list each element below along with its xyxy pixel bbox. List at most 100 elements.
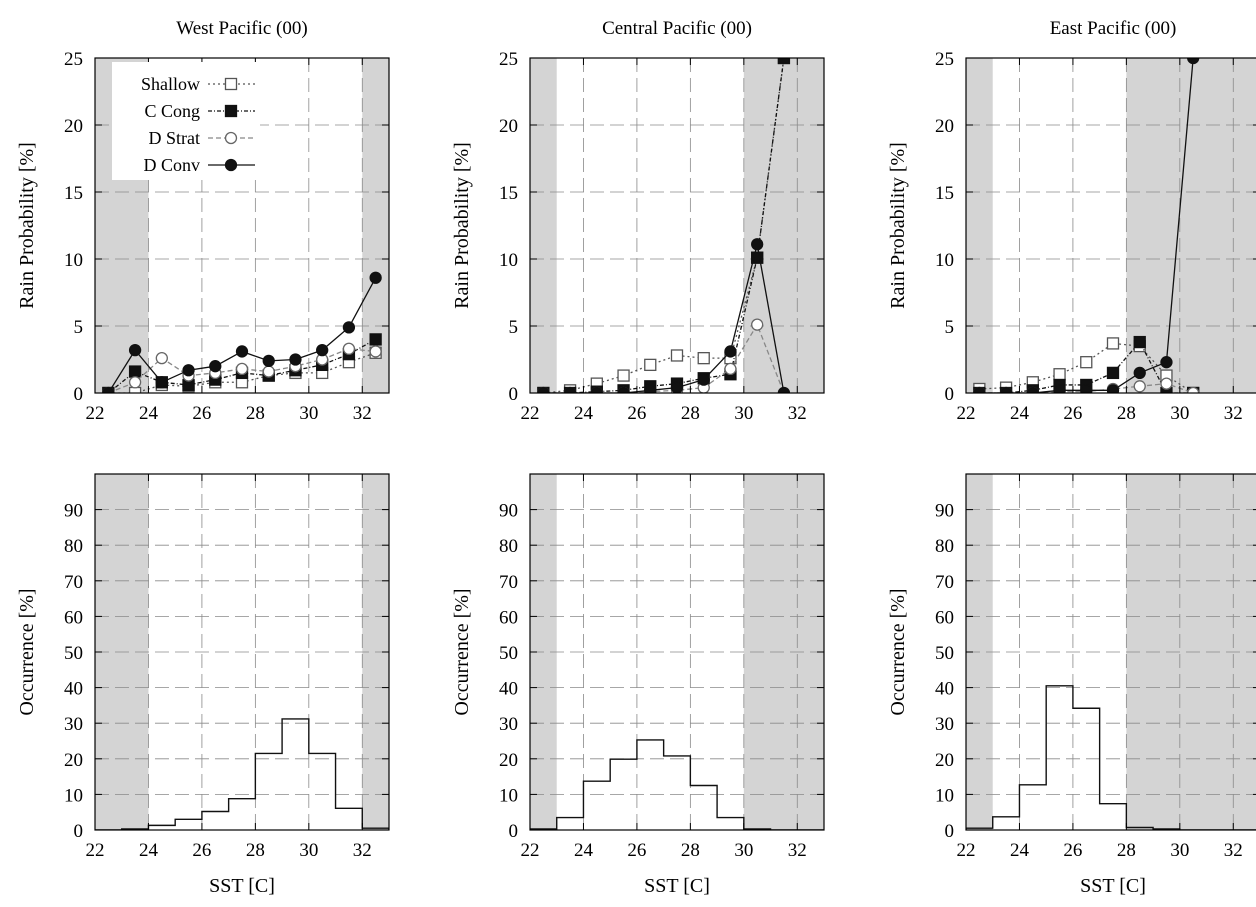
histogram-bar	[229, 799, 256, 830]
histogram-bar	[202, 811, 229, 830]
y-tick-label: 60	[935, 607, 954, 628]
data-point	[724, 345, 737, 358]
y-tick-label: 70	[935, 572, 954, 593]
y-tick-label: 50	[64, 643, 83, 664]
data-point	[155, 352, 168, 365]
data-point	[1106, 337, 1120, 350]
x-tick-label: 22	[86, 840, 105, 861]
data-point	[102, 386, 115, 393]
legend-marker	[224, 131, 238, 145]
y-tick-label: 40	[935, 679, 954, 700]
y-tick-label: 5	[945, 317, 955, 338]
x-tick-label: 26	[1063, 840, 1082, 861]
data-point	[670, 381, 684, 393]
y-tick-label: 0	[74, 384, 84, 405]
y-tick-label: 10	[935, 250, 954, 271]
x-tick-label: 30	[734, 403, 753, 424]
data-point	[751, 251, 764, 264]
shaded-region	[1126, 58, 1256, 393]
y-tick-label: 80	[64, 536, 83, 557]
y-tick-label: 20	[935, 116, 954, 137]
data-point	[182, 364, 195, 377]
data-point	[369, 345, 382, 358]
legend-marker	[224, 104, 238, 118]
y-tick-label: 60	[499, 607, 518, 628]
x-axis-label: SST [C]	[644, 875, 710, 897]
y-tick-label: 20	[935, 750, 954, 771]
data-point	[235, 345, 249, 358]
y-tick-label: 90	[64, 501, 83, 522]
data-point	[128, 343, 142, 357]
plot-area	[966, 58, 1256, 393]
y-tick-label: 0	[509, 384, 519, 405]
x-tick-label: 30	[1170, 403, 1189, 424]
series-line	[543, 244, 785, 393]
y-axis-label: Occurrence [%]	[887, 588, 909, 715]
histogram-bar	[637, 740, 664, 830]
series-line	[543, 323, 785, 393]
data-point	[1053, 368, 1066, 381]
x-tick-label: 32	[353, 403, 372, 424]
data-point	[644, 358, 657, 372]
x-tick-label: 24	[1010, 840, 1030, 861]
data-point	[617, 369, 630, 382]
panel-5: 22 24 26 28 30 32 0 10 20 30 40 50 60 70 80 90 Occurrenc…	[451, 473, 825, 897]
y-axis-label: Occurrence [%]	[16, 588, 38, 715]
data-point	[128, 365, 142, 378]
y-tick-label: 70	[499, 572, 518, 593]
y-tick-label: 20	[64, 116, 83, 137]
data-point	[537, 386, 550, 393]
y-tick-label: 80	[935, 536, 954, 557]
x-tick-label: 24	[574, 403, 594, 424]
x-tick-label: 22	[521, 403, 540, 424]
data-point	[1053, 384, 1066, 393]
data-point	[777, 386, 791, 393]
x-tick-label: 26	[192, 840, 211, 861]
histogram-bar	[1073, 708, 1100, 830]
legend: Shallow C Cong D Strat D Conv	[112, 62, 260, 180]
x-tick-label: 32	[788, 840, 807, 861]
histogram-bar	[717, 818, 744, 830]
data-point	[369, 271, 382, 284]
data-point	[777, 58, 791, 65]
plot-frame	[965, 57, 1256, 394]
data-point	[1026, 386, 1039, 393]
y-tick-label: 15	[499, 183, 518, 204]
legend-marker	[224, 77, 238, 91]
plot-area	[530, 58, 824, 393]
y-tick-label: 90	[935, 501, 954, 522]
series-d-conv	[102, 271, 382, 393]
histogram-bar	[282, 719, 309, 830]
x-tick-label: 22	[957, 840, 976, 861]
plot-area	[530, 474, 824, 830]
y-axis-label: Rain Probability [%]	[451, 142, 473, 309]
histogram-bar	[1019, 785, 1046, 830]
y-tick-label: 0	[945, 384, 955, 405]
histogram-bar	[336, 808, 363, 830]
y-tick-label: 5	[74, 317, 84, 338]
data-point	[644, 384, 657, 393]
x-axis-label: SST [C]	[209, 875, 275, 897]
data-point	[563, 386, 577, 393]
data-point	[1133, 366, 1146, 380]
x-tick-label: 22	[957, 403, 976, 424]
data-point	[1106, 366, 1120, 380]
data-point	[670, 349, 684, 362]
data-point	[1133, 335, 1146, 349]
y-tick-label: 20	[64, 750, 83, 771]
y-tick-label: 50	[935, 643, 954, 664]
x-tick-label: 32	[788, 403, 807, 424]
data-point	[369, 333, 382, 346]
x-tick-label: 28	[1117, 840, 1136, 861]
histogram-steps	[530, 739, 824, 830]
y-tick-label: 70	[64, 572, 83, 593]
data-point	[1080, 384, 1093, 393]
y-tick-label: 10	[499, 250, 518, 271]
x-tick-label: 22	[521, 840, 540, 861]
series-line	[979, 340, 1194, 393]
y-tick-label: 90	[499, 501, 518, 522]
panel-title: Central Pacific (00)	[602, 18, 752, 39]
data-point	[1080, 356, 1093, 369]
y-tick-label: 0	[945, 821, 955, 842]
y-tick-label: 25	[499, 49, 518, 70]
